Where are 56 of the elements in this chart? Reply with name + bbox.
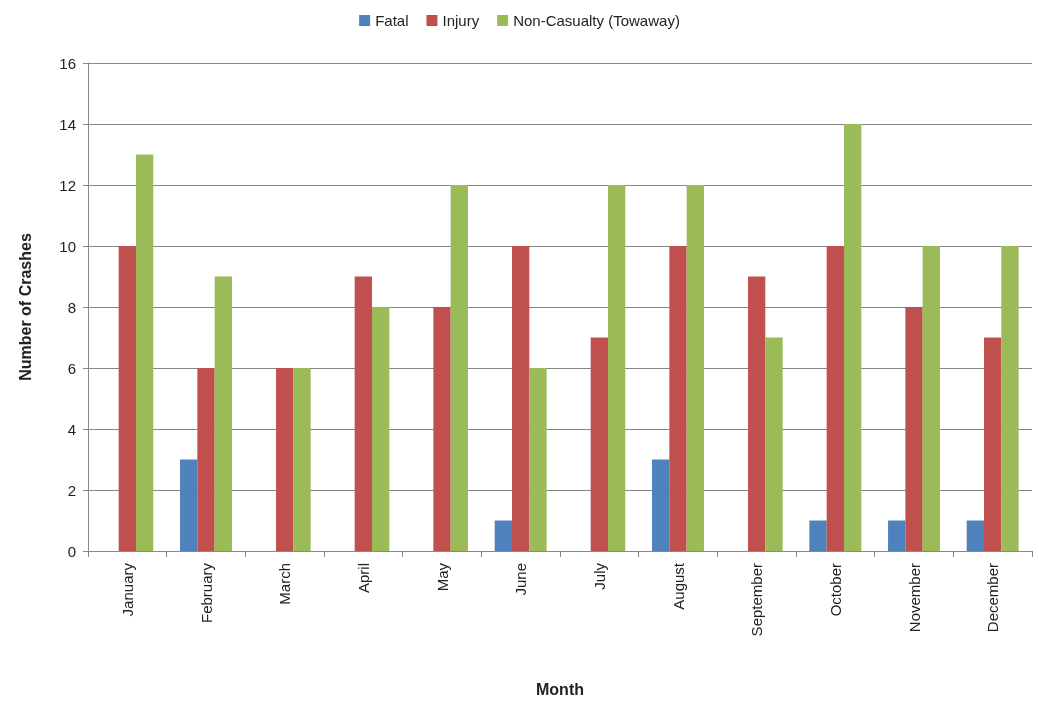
y-tick-label: 10 xyxy=(59,237,76,255)
bar xyxy=(197,368,215,551)
y-tick-label: 6 xyxy=(67,359,76,377)
bar xyxy=(214,276,232,551)
y-tick-label: 12 xyxy=(59,176,76,194)
y-tick-label: 4 xyxy=(67,420,76,438)
x-tick-label: December xyxy=(984,563,1002,633)
legend-label: Non-Casualty (Towaway) xyxy=(513,12,680,29)
bar xyxy=(529,368,547,551)
bar xyxy=(512,246,530,551)
x-tick-label: November xyxy=(905,563,923,633)
x-tick-label: April xyxy=(354,563,372,594)
bar xyxy=(354,276,372,551)
y-tick-label: 8 xyxy=(67,298,76,316)
bar xyxy=(984,337,1002,551)
bar xyxy=(494,520,513,551)
x-tick-label: February xyxy=(197,562,215,624)
x-tick-label: August xyxy=(669,562,687,610)
x-tick-label: June xyxy=(512,563,530,596)
bar xyxy=(809,520,827,551)
bar xyxy=(888,520,906,551)
y-tick-label: 16 xyxy=(59,54,76,72)
bar xyxy=(590,337,608,551)
bar xyxy=(843,124,862,551)
x-tick-label: January xyxy=(118,562,136,617)
bar xyxy=(748,276,766,551)
bar xyxy=(652,459,670,551)
x-tick-label: October xyxy=(826,563,844,617)
legend-label: Injury xyxy=(442,12,480,29)
bar xyxy=(686,185,704,551)
bar xyxy=(765,337,783,551)
bar xyxy=(180,459,198,551)
x-tick-label: May xyxy=(433,562,451,592)
bar xyxy=(450,185,468,551)
y-tick-label: 0 xyxy=(67,542,76,560)
bar xyxy=(293,368,311,551)
bar xyxy=(905,307,923,551)
bar xyxy=(118,246,136,551)
bar xyxy=(922,246,940,551)
y-tick-label: 14 xyxy=(59,115,76,133)
bar xyxy=(607,185,626,551)
y-tick-label: 2 xyxy=(67,481,76,499)
x-tick-label: March xyxy=(276,563,294,605)
x-axis-title: Month xyxy=(536,680,584,698)
bar xyxy=(966,520,985,551)
bar xyxy=(276,368,294,551)
x-tick-label: July xyxy=(590,562,608,590)
bar xyxy=(1001,246,1019,551)
y-axis-title: Number of Crashes xyxy=(16,233,34,381)
bar xyxy=(371,307,390,551)
x-tick-label: September xyxy=(748,563,766,637)
bar xyxy=(433,307,451,551)
bar xyxy=(826,246,844,551)
bar xyxy=(135,154,154,551)
legend-label: Fatal xyxy=(375,12,409,29)
bar xyxy=(669,246,687,551)
